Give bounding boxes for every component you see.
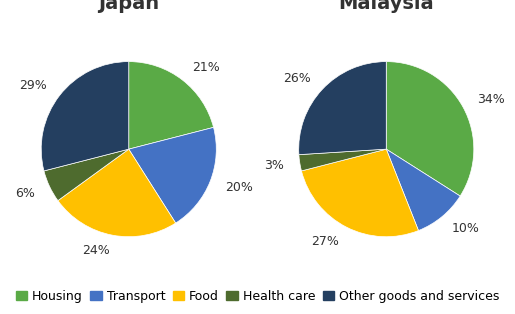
Wedge shape: [301, 149, 419, 237]
Wedge shape: [386, 149, 460, 230]
Text: 6%: 6%: [15, 187, 35, 200]
Legend: Housing, Transport, Food, Health care, Other goods and services: Housing, Transport, Food, Health care, O…: [11, 285, 504, 308]
Wedge shape: [129, 62, 214, 149]
Text: 24%: 24%: [82, 244, 109, 257]
Text: 29%: 29%: [20, 79, 47, 92]
Text: 34%: 34%: [477, 93, 505, 106]
Text: 27%: 27%: [312, 235, 339, 248]
Wedge shape: [386, 62, 474, 196]
Wedge shape: [299, 62, 386, 155]
Wedge shape: [41, 62, 129, 171]
Wedge shape: [44, 149, 129, 201]
Text: 20%: 20%: [225, 181, 253, 194]
Title: Malaysia: Malaysia: [338, 0, 434, 13]
Wedge shape: [129, 127, 216, 223]
Text: 26%: 26%: [283, 72, 311, 85]
Title: Japan: Japan: [98, 0, 159, 13]
Text: 3%: 3%: [264, 159, 284, 172]
Text: 10%: 10%: [452, 222, 480, 235]
Wedge shape: [58, 149, 176, 237]
Text: 21%: 21%: [192, 61, 220, 74]
Wedge shape: [299, 149, 386, 171]
